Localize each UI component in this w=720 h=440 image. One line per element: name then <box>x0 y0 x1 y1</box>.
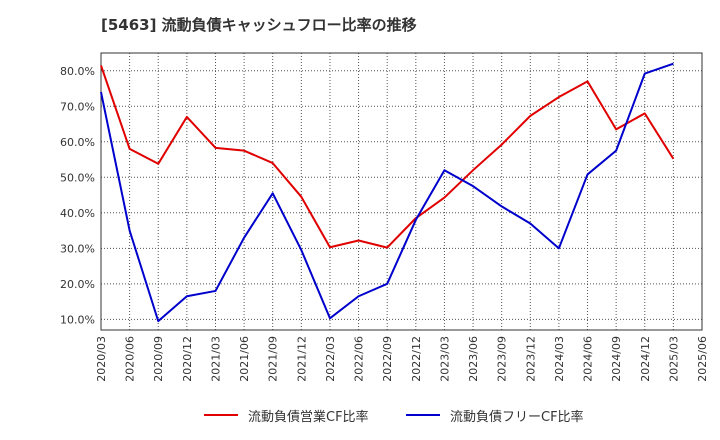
x-tick-label: 2025/06 <box>696 336 709 382</box>
chart-title: [5463] 流動負債キャッシュフロー比率の推移 <box>101 16 417 34</box>
x-tick-label: 2022/06 <box>353 336 366 382</box>
y-tick-label: 20.0% <box>60 278 95 291</box>
x-tick-label: 2023/06 <box>467 336 480 382</box>
legend-item-free-cf: 流動負債フリーCF比率 <box>406 403 584 427</box>
plot-area <box>101 53 702 330</box>
x-tick-label: 2024/12 <box>639 336 652 382</box>
x-tick-label: 2023/03 <box>438 336 451 382</box>
y-tick-label: 70.0% <box>60 100 95 113</box>
x-tick-label: 2022/12 <box>410 336 423 382</box>
y-tick-label: 50.0% <box>60 171 95 184</box>
y-tick-label: 60.0% <box>60 136 95 149</box>
x-tick-label: 2020/09 <box>152 336 165 382</box>
y-tick-label: 80.0% <box>60 65 95 78</box>
legend-item-operating-cf: 流動負債営業CF比率 <box>204 403 369 427</box>
legend-label-operating-cf: 流動負債営業CF比率 <box>248 409 369 425</box>
legend-label-free-cf: 流動負債フリーCF比率 <box>450 409 584 425</box>
y-tick-label: 40.0% <box>60 207 95 220</box>
y-tick-label: 30.0% <box>60 242 95 255</box>
x-tick-label: 2021/09 <box>267 336 280 382</box>
x-tick-label: 2020/03 <box>95 336 108 382</box>
legend-swatch-operating-cf <box>204 414 238 416</box>
y-tick-label: 10.0% <box>60 313 95 326</box>
x-tick-label: 2024/06 <box>582 336 595 382</box>
x-tick-label: 2023/12 <box>524 336 537 382</box>
series-line-free-cf <box>100 62 674 323</box>
x-tick-label: 2024/09 <box>610 336 623 382</box>
legend-swatch-free-cf <box>406 414 440 416</box>
x-tick-label: 2022/03 <box>324 336 337 382</box>
x-tick-label: 2021/12 <box>295 336 308 382</box>
plot-border <box>100 52 703 331</box>
legend: 流動負債営業CF比率 流動負債フリーCF比率 <box>0 403 720 427</box>
x-tick-label: 2021/06 <box>238 336 251 382</box>
x-tick-label: 2022/09 <box>381 336 394 382</box>
x-tick-label: 2025/03 <box>667 336 680 382</box>
series-line-operating-cf <box>100 65 675 249</box>
x-tick-label: 2024/03 <box>553 336 566 382</box>
x-tick-label: 2023/09 <box>496 336 509 382</box>
x-tick-label: 2021/03 <box>209 336 222 382</box>
x-tick-label: 2020/06 <box>124 336 137 382</box>
x-tick-label: 2020/12 <box>181 336 194 382</box>
